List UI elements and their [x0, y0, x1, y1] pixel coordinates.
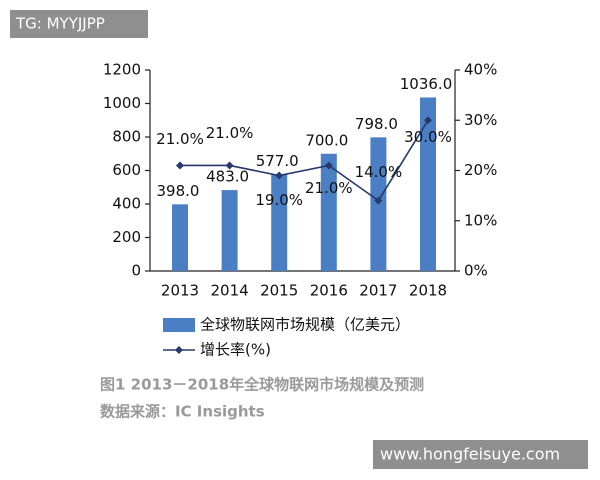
y-tick-label: 0: [131, 262, 141, 280]
bar-value-label: 1036.0: [400, 75, 453, 93]
y-tick-label: 400: [112, 195, 141, 213]
y2-tick-label: 40%: [464, 61, 497, 79]
legend-label: 增长率(%): [200, 341, 271, 359]
bar-value-label: 483.0: [206, 168, 249, 186]
y2-tick-label: 20%: [464, 161, 497, 179]
x-tick-label: 2016: [310, 282, 348, 300]
bar: [420, 97, 436, 271]
x-tick-label: 2014: [211, 282, 249, 300]
line-value-label: 19.0%: [255, 191, 303, 209]
line-marker: [176, 161, 184, 170]
watermark-box: [10, 10, 148, 38]
line-marker: [424, 116, 432, 125]
y2-tick-label: 10%: [464, 211, 497, 229]
y-tick-label: 1000: [103, 94, 141, 112]
y-tick-label: 200: [112, 228, 141, 246]
x-tick-label: 2017: [359, 282, 397, 300]
y2-tick-label: 30%: [464, 111, 497, 129]
bar-value-label: 398.0: [157, 182, 200, 200]
bar-value-label: 577.0: [256, 152, 299, 170]
y-tick-label: 800: [112, 128, 141, 146]
x-tick-label: 2015: [260, 282, 298, 300]
bar-value-label: 700.0: [305, 131, 348, 149]
line-marker: [374, 196, 383, 205]
caption: 图1 2013－2018年全球物联网市场规模及预测: [100, 376, 424, 394]
bar: [221, 190, 238, 271]
line-marker: [275, 171, 284, 180]
bar-value-label: 798.0: [355, 115, 398, 133]
line-marker: [324, 161, 333, 170]
bar: [172, 204, 188, 271]
line-value-label: 21.0%: [206, 124, 254, 142]
line-value-label: 30.0%: [404, 128, 452, 146]
x-tick-label: 2013: [161, 282, 199, 300]
line-value-label: 14.0%: [355, 163, 403, 181]
watermark: www.hongfeisuye.com: [380, 445, 560, 464]
watermark: TG: MYYJJPP: [15, 15, 105, 33]
line-value-label: 21.0%: [156, 130, 204, 148]
caption: 数据来源：IC Insights: [100, 403, 265, 421]
legend-swatch: [175, 346, 183, 354]
line-value-label: 21.0%: [305, 179, 353, 197]
bar: [271, 174, 288, 271]
legend-label: 全球物联网市场规模（亿美元）: [200, 316, 410, 334]
line: [180, 119, 429, 202]
watermark-box: [373, 440, 588, 469]
y-tick-label: 600: [112, 161, 141, 179]
line-marker: [225, 161, 234, 170]
y2-tick-label: 0%: [464, 262, 488, 280]
x-tick-label: 2018: [409, 282, 447, 300]
y-tick-label: 1200: [103, 61, 141, 79]
bar: [320, 153, 337, 271]
legend-swatch: [163, 318, 195, 332]
